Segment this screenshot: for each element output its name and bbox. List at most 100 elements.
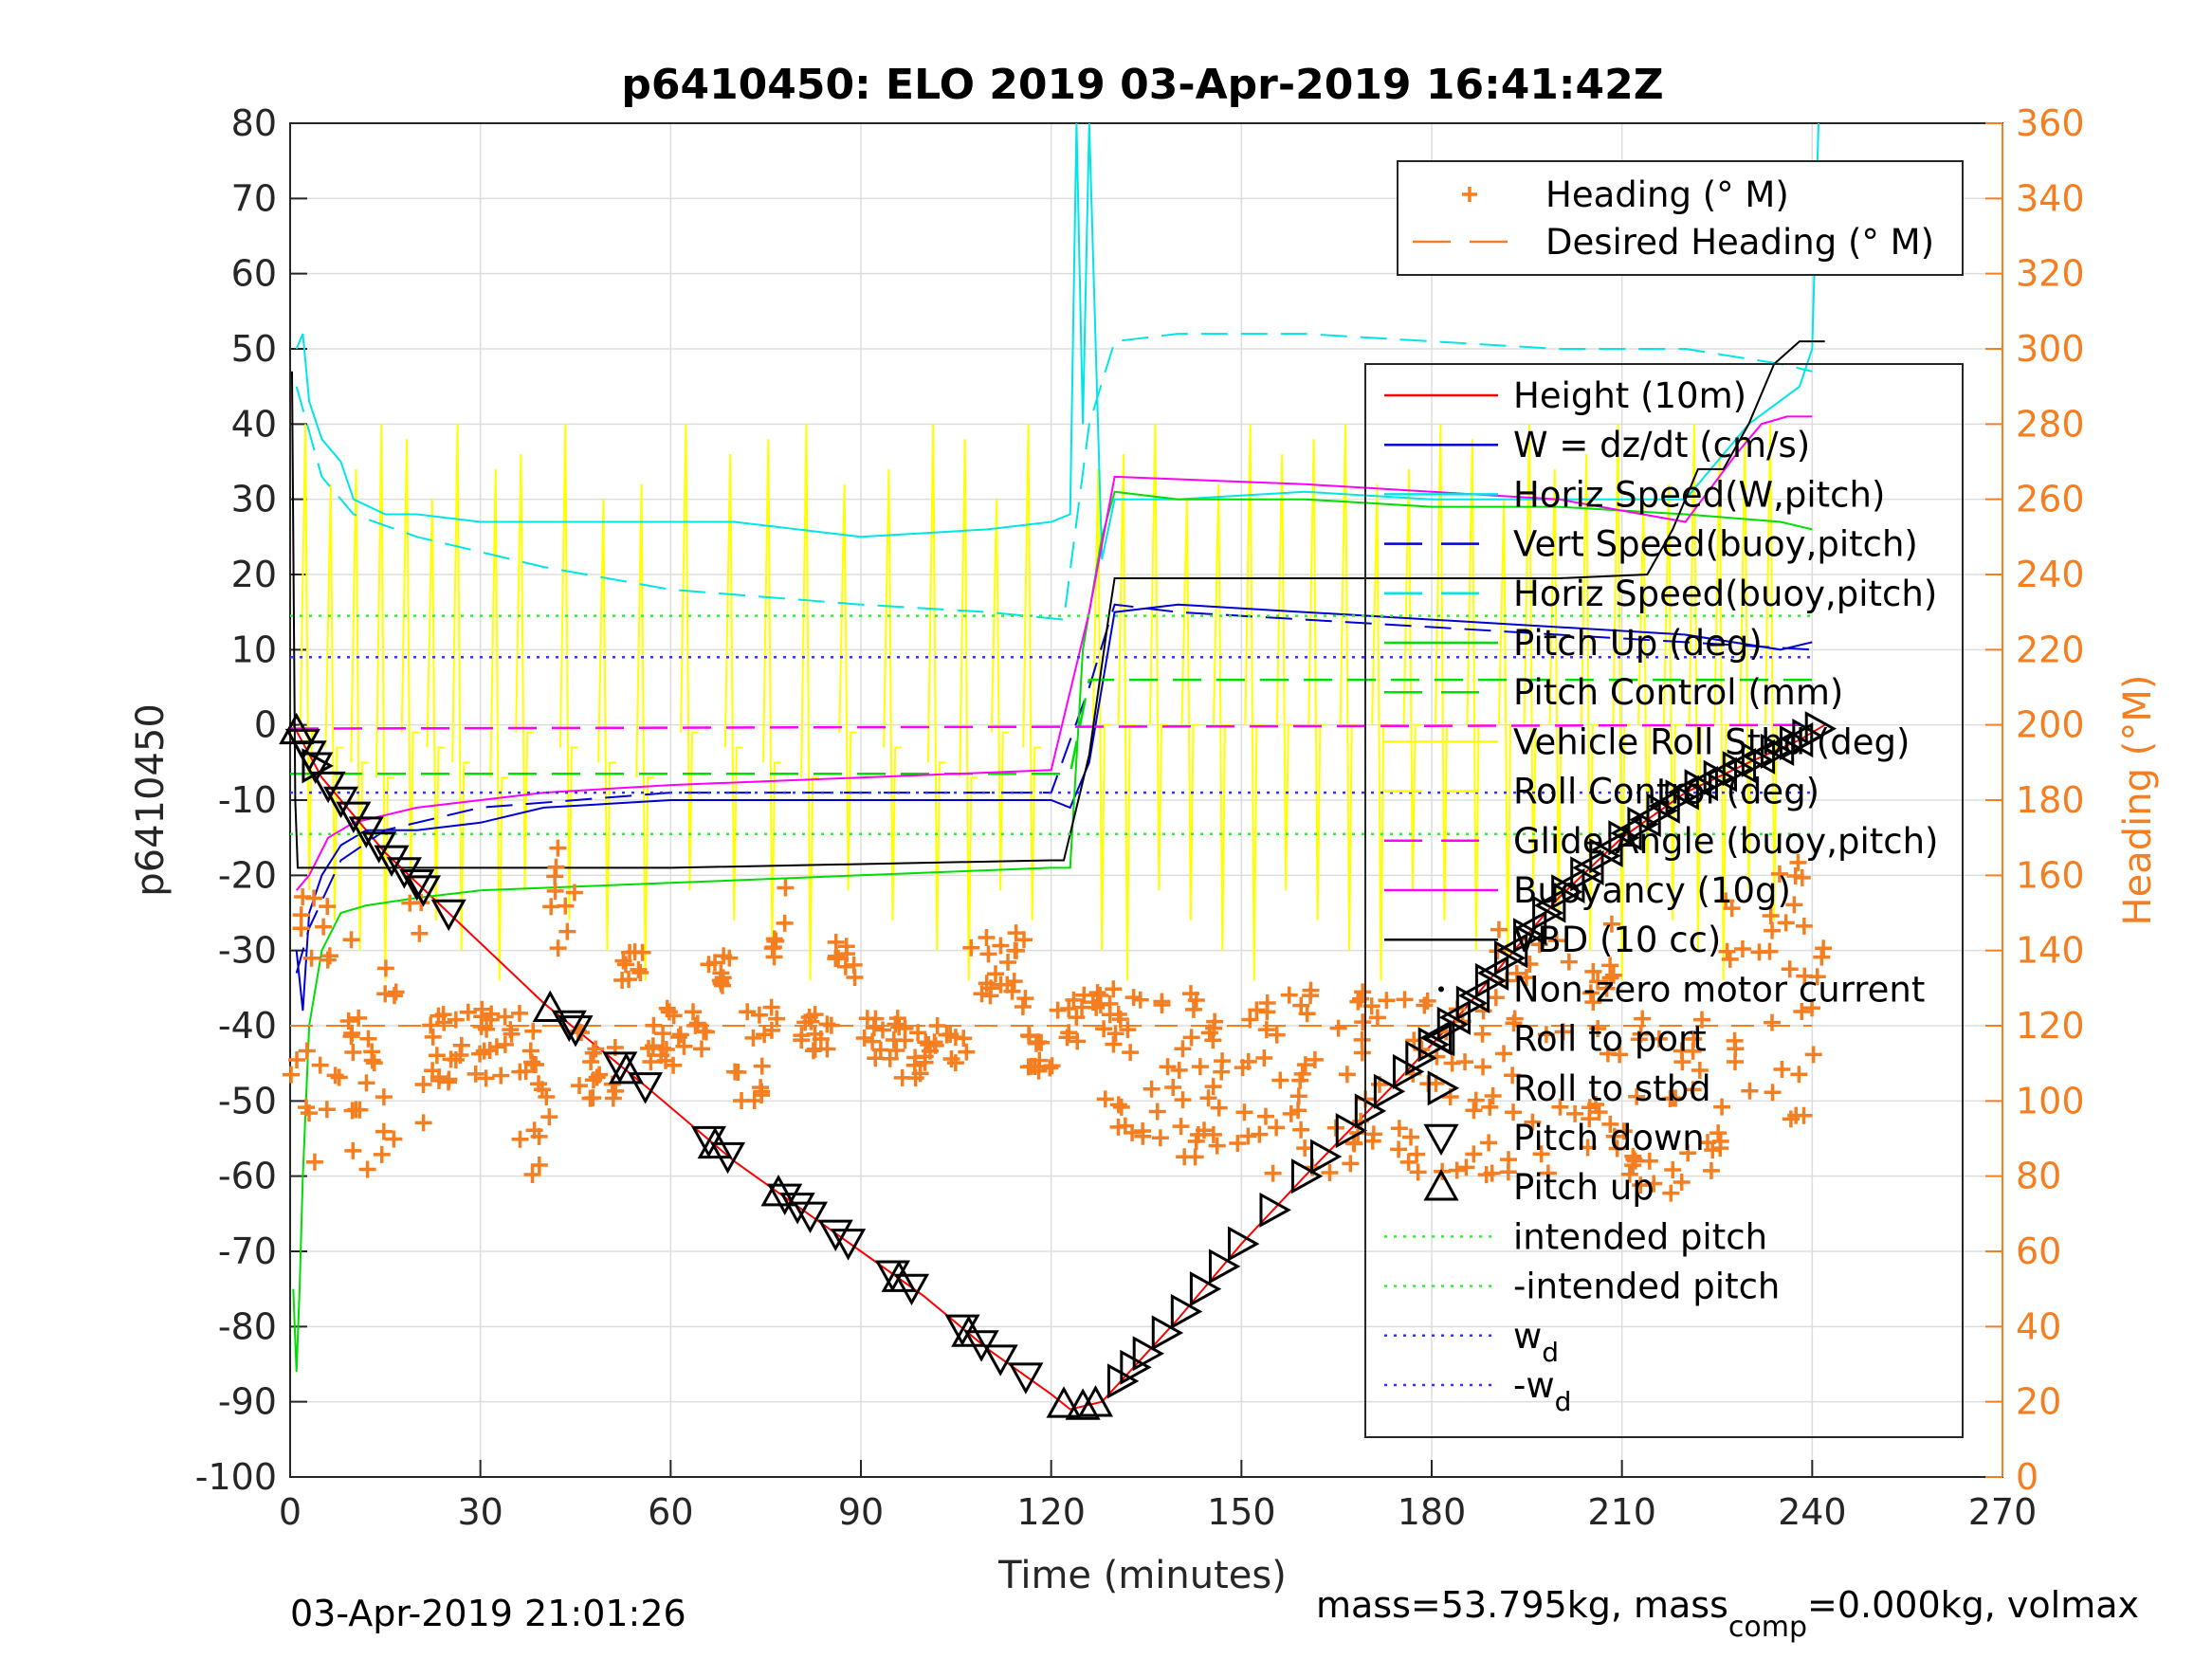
roll-spike: [324, 483, 344, 921]
legend-label: Horiz Speed(W,pitch): [1513, 474, 1885, 515]
heading-point: [411, 924, 429, 942]
heading-point: [1321, 1164, 1339, 1182]
heading-point: [1505, 1103, 1523, 1121]
heading-point: [1473, 1025, 1491, 1043]
heading-point: [1043, 1057, 1061, 1075]
heading-point: [385, 1130, 403, 1148]
heading-point: [1770, 865, 1788, 883]
heading-point: [1584, 962, 1602, 980]
heading-point: [1030, 1062, 1048, 1080]
legend-label: -intended pitch: [1513, 1267, 1780, 1307]
roll-port-marker: [1495, 933, 1528, 969]
heading-point: [1741, 1082, 1759, 1100]
heading-point: [1084, 994, 1102, 1012]
heading-point: [414, 1114, 432, 1132]
roll-port-marker: [1743, 738, 1776, 775]
heading-point: [1390, 1140, 1408, 1158]
heading-point: [1296, 1056, 1314, 1074]
legend-label: Vehicle Roll Stbd (deg): [1513, 721, 1910, 762]
roll-stbd-marker: [1532, 895, 1564, 931]
roll-port-marker: [1457, 977, 1490, 1013]
heading-point: [1711, 1139, 1729, 1158]
heading-point: [1291, 1071, 1309, 1089]
heading-point: [1787, 1106, 1805, 1124]
roll-stbd-marker: [1335, 1112, 1368, 1149]
heading-point: [1750, 943, 1768, 961]
heading-point: [1189, 1125, 1207, 1143]
heading-point: [750, 1006, 768, 1024]
heading-point: [697, 1023, 715, 1041]
heading-point: [1060, 999, 1078, 1017]
heading-point: [642, 1053, 660, 1071]
heading-point: [631, 963, 649, 981]
heading-point: [524, 1022, 542, 1040]
heading-point: [712, 975, 730, 993]
heading-point: [1693, 1011, 1711, 1029]
heading-point: [1191, 1058, 1209, 1076]
heading-point: [896, 1031, 914, 1049]
heading-point: [318, 1101, 336, 1119]
roll-spike: [1117, 454, 1137, 981]
y-tick-label: -80: [218, 1305, 277, 1347]
heading-point: [1399, 1153, 1417, 1171]
heading-point: [414, 1076, 432, 1093]
heading-point: [1153, 993, 1171, 1011]
heading-point: [483, 1005, 501, 1023]
heading-point: [906, 1069, 924, 1087]
heading-point: [1673, 1173, 1691, 1191]
heading-point: [827, 933, 845, 951]
heading-point: [604, 1089, 622, 1107]
heading-point: [1088, 984, 1106, 1002]
heading-point: [496, 1008, 514, 1026]
heading-point: [1517, 969, 1535, 987]
heading-point: [1547, 932, 1565, 950]
roll-spike: [1466, 439, 1486, 951]
heading-point: [1338, 1066, 1356, 1084]
heading-point: [359, 1030, 377, 1048]
legend-label: Horiz Speed(buoy,pitch): [1513, 574, 1937, 614]
pitch-down-marker: [779, 1193, 815, 1225]
legend-swatch: [1427, 1070, 1460, 1106]
heading-point: [1605, 1127, 1623, 1145]
heading-point: [1354, 983, 1372, 1001]
heading-point: [777, 879, 795, 897]
legend-label: Heading (° M): [1545, 174, 1789, 215]
heading-point: [1257, 1021, 1275, 1039]
heading-point: [1495, 1045, 1513, 1063]
pitch-down-marker: [558, 1015, 594, 1048]
legend-top-box: [1397, 160, 1964, 276]
footer-mass-suffix: =0.000kg, volmax: [1807, 1584, 2139, 1626]
pitch-down-marker: [551, 1010, 587, 1043]
legend-swatch: [1423, 1123, 1459, 1157]
heading-point: [1679, 1144, 1697, 1162]
heading-point: [430, 1068, 448, 1086]
heading-point: [630, 960, 648, 978]
legend-label: Pitch Control (mm): [1513, 672, 1843, 713]
y2-tick-label: 180: [2016, 779, 2085, 821]
heading-point: [1532, 1145, 1550, 1163]
heading-point: [1119, 1021, 1137, 1039]
pitch-down-marker: [792, 1201, 829, 1234]
heading-point: [584, 1044, 602, 1062]
heading-point: [1235, 1103, 1253, 1121]
heading-point: [1368, 1009, 1386, 1027]
heading-point: [715, 947, 733, 965]
heading-point: [466, 1065, 484, 1083]
series-glide-angle-buoy-pitch-: [289, 723, 1813, 730]
chart-title: p6410450: ELO 2019 03-Apr-2019 16:41:42Z: [621, 61, 1663, 109]
heading-point: [1539, 1164, 1557, 1182]
roll-stbd-marker: [1474, 962, 1508, 998]
heading-point: [442, 1050, 460, 1068]
heading-point: [478, 1020, 496, 1038]
y-tick-label: -90: [218, 1381, 277, 1423]
y2-tick-label: 260: [2016, 479, 2085, 520]
heading-point: [1483, 1164, 1501, 1182]
y2-tick-label: 20: [2016, 1381, 2061, 1423]
y-axis-left: 80 70 60 50 40 30 20 10 0 -10 -20 -30 -40 -50 -60 -70 -8…: [195, 102, 307, 1498]
roll-port-marker: [1686, 765, 1718, 802]
heading-point: [1268, 1119, 1286, 1137]
heading-point: [1105, 980, 1123, 998]
y-tick-label: 50: [231, 328, 277, 370]
y-tick-label: 70: [231, 177, 277, 219]
